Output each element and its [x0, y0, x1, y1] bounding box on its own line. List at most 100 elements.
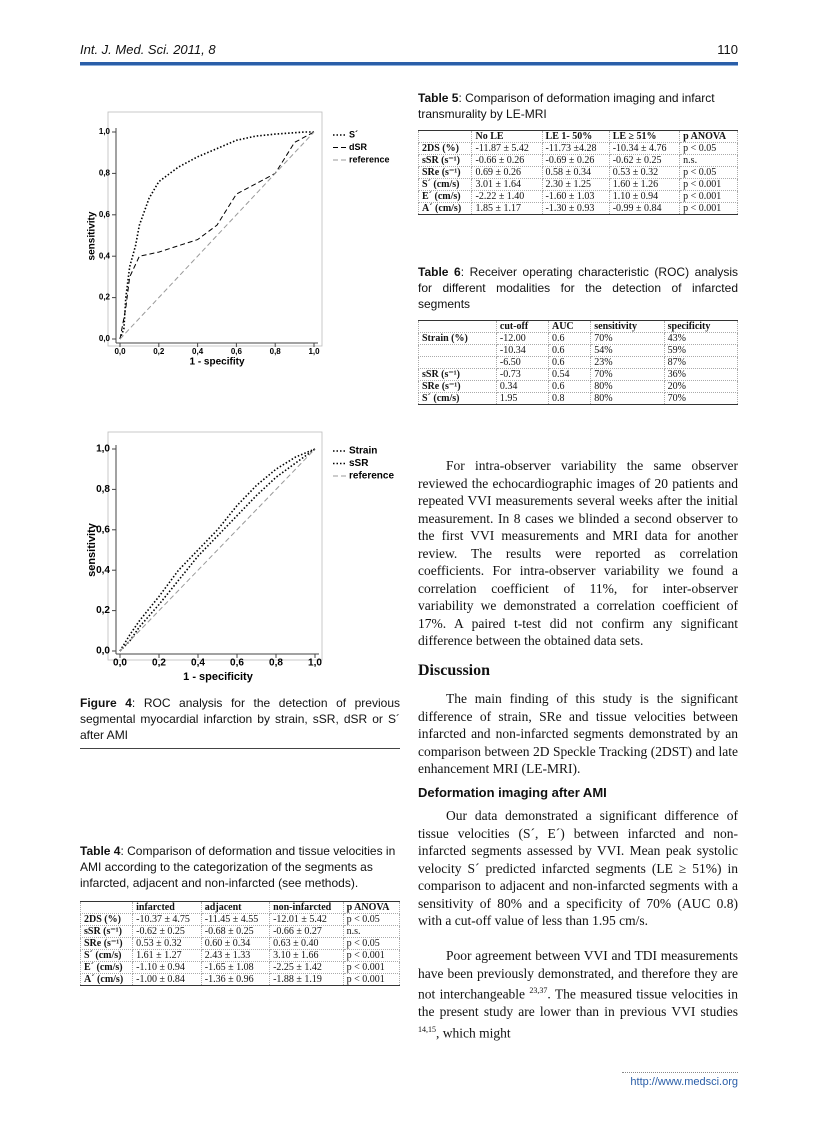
- caption-text: : Receiver operating characteristic (ROC…: [418, 265, 738, 311]
- x-tick-label: 0,0: [113, 658, 127, 669]
- table-cell: 0.60 ± 0.34: [200, 937, 271, 950]
- table-caption: Table 4: Comparison of deformation and t…: [80, 843, 400, 891]
- table-cell: sSR (s⁻¹): [417, 154, 473, 167]
- paragraph: For intra-observer variability the same …: [418, 458, 738, 648]
- table-cell: 70%: [590, 332, 665, 345]
- table-cell: 3.10 ± 1.66: [269, 949, 344, 962]
- table-cell: 0.6: [547, 380, 592, 393]
- table-row: S´ (cm/s) 3.01 ± 1.64 2.30 ± 1.25 1.60 ± 1.…: [417, 178, 738, 191]
- x-tick-label: 0,4: [191, 658, 205, 669]
- footer-url[interactable]: http://www.medsci.org: [630, 1076, 738, 1088]
- plot-frame: [107, 111, 323, 347]
- table-cell: p < 0.001: [679, 190, 738, 203]
- table-row: SRe (s⁻¹) 0.69 ± 0.26 0.58 ± 0.34 0.53 ± 0.…: [417, 166, 738, 179]
- table-cell: -1.30 ± 0.93: [541, 202, 610, 215]
- table-cell: -1.65 ± 1.08: [200, 961, 271, 974]
- x-tick-label: 1,0: [308, 658, 322, 669]
- table-cell: 2DS (%): [79, 913, 134, 926]
- table-cell: -11.87 ± 5.42: [471, 142, 543, 155]
- table-cell: -6.50: [495, 356, 549, 369]
- x-tick-label: 0,2: [153, 347, 165, 356]
- table-cell: E´ (cm/s): [417, 190, 473, 203]
- table-cell: [417, 130, 473, 143]
- x-tick-label: 0,4: [192, 347, 204, 356]
- x-tick-label: 1,0: [308, 347, 320, 356]
- text: , which might: [436, 1025, 511, 1040]
- legend-label: sSR: [349, 458, 369, 469]
- table-cell: -10.37 ± 4.75: [132, 913, 202, 926]
- table-cell: non-infarcted: [269, 901, 344, 914]
- table-cell: p < 0.05: [679, 166, 738, 179]
- x-tick-label: 0,6: [231, 347, 243, 356]
- figure-caption: Figure 4: ROC analysis for the detection…: [80, 695, 400, 743]
- caption-text: : ROC analysis for the detection of prev…: [80, 696, 400, 742]
- table-cell: -0.68 ± 0.25: [200, 925, 271, 938]
- roc-curve: [119, 448, 316, 652]
- table-cell: E´ (cm/s): [79, 961, 134, 974]
- table-cell: 0.53 ± 0.32: [132, 937, 202, 950]
- table-cell: specificity: [663, 320, 739, 333]
- caption-text: : Comparison of deformation and tissue v…: [80, 844, 396, 890]
- y-tick-label: 0,2: [96, 605, 110, 616]
- table-row: No LE LE 1- 50% LE ≥ 51% p ANOVA: [417, 130, 738, 143]
- table-cell: 0.54: [547, 368, 592, 381]
- table-cell: AUC: [547, 320, 592, 333]
- table-row: 2DS (%) -11.87 ± 5.42 -11.73 ±4.28 -10.34 ±…: [417, 142, 738, 155]
- table-row: 2DS (%) -10.37 ± 4.75 -11.45 ± 4.55 -12.01 …: [79, 913, 401, 926]
- roc-curve: [119, 448, 316, 652]
- table-cell: 70%: [663, 392, 739, 405]
- legend-label: reference: [349, 471, 394, 482]
- table-cell: p ANOVA: [342, 901, 401, 914]
- table-cell: S´ (cm/s): [418, 392, 497, 405]
- x-tick-label: 0,8: [270, 347, 282, 356]
- table: No LE LE 1- 50% LE ≥ 51% p ANOVA 2DS (%) -11.…: [417, 130, 738, 215]
- table-cell: -0.69 ± 0.26: [541, 154, 610, 167]
- roc-curve: [119, 131, 315, 340]
- table-cell: -0.62 ± 0.25: [132, 925, 202, 938]
- table-cell: p < 0.05: [342, 937, 401, 950]
- table-row: S´ (cm/s) 1.61 ± 1.27 2.43 ± 1.33 3.10 ± 1.…: [79, 949, 401, 962]
- roc-curve: [119, 131, 314, 340]
- y-tick-label: 0,4: [96, 565, 110, 576]
- table-cell: p < 0.001: [679, 178, 738, 191]
- table-cell: 0.6: [547, 344, 592, 357]
- table-cell: p ANOVA: [679, 130, 738, 143]
- citation: 23,37: [529, 986, 548, 995]
- table-cell: -10.34: [495, 344, 549, 357]
- table-cell: -0.66 ± 0.27: [269, 925, 344, 938]
- caption-label: Table 5: [418, 91, 459, 105]
- y-tick-label: 0,8: [99, 169, 111, 178]
- table-cell: 80%: [590, 392, 665, 405]
- text: . The measured tissue velocities in the …: [418, 986, 738, 1020]
- table: infarcted adjacent non-infarcted p ANOVA 2DS…: [79, 901, 401, 986]
- header-rule: [80, 62, 738, 66]
- plot-frame: [107, 431, 323, 661]
- table-cell: 54%: [590, 344, 665, 357]
- caption-text: : Comparison of deformation imaging and …: [418, 91, 715, 121]
- table-row: infarcted adjacent non-infarcted p ANOVA: [79, 901, 401, 914]
- x-tick-label: 0,0: [114, 347, 126, 356]
- table-cell: infarcted: [132, 901, 202, 914]
- table-cell: 70%: [590, 368, 665, 381]
- table-cell: -0.62 ± 0.25: [608, 154, 681, 167]
- table-cell: A´ (cm/s): [79, 973, 134, 986]
- table-cell: 0.6: [547, 356, 592, 369]
- table-cell: -1.60 ± 1.03: [541, 190, 610, 203]
- table-cell: n.s.: [342, 925, 401, 938]
- table-cell: 0.8: [547, 392, 592, 405]
- table-cell: 0.6: [547, 332, 592, 345]
- paragraph: Our data demonstrated a significant diff…: [418, 808, 738, 928]
- table-cell: 0.34: [495, 380, 549, 393]
- table-cell: 0.63 ± 0.40: [269, 937, 344, 950]
- y-tick-label: 0,6: [99, 210, 111, 219]
- table-cell: -11.73 ±4.28: [541, 142, 610, 155]
- y-axis-label: sensitivity: [86, 522, 98, 577]
- table-cell: 0.53 ± 0.32: [608, 166, 681, 179]
- table-row: A´ (cm/s) -1.00 ± 0.84 -1.36 ± 0.96 -1.88 ±…: [79, 973, 401, 986]
- table-cell: 2DS (%): [417, 142, 473, 155]
- table-row: cut-off AUC sensitivity specificity: [418, 320, 739, 333]
- y-tick-label: 0,0: [96, 646, 110, 657]
- y-tick-label: 0,0: [99, 334, 111, 343]
